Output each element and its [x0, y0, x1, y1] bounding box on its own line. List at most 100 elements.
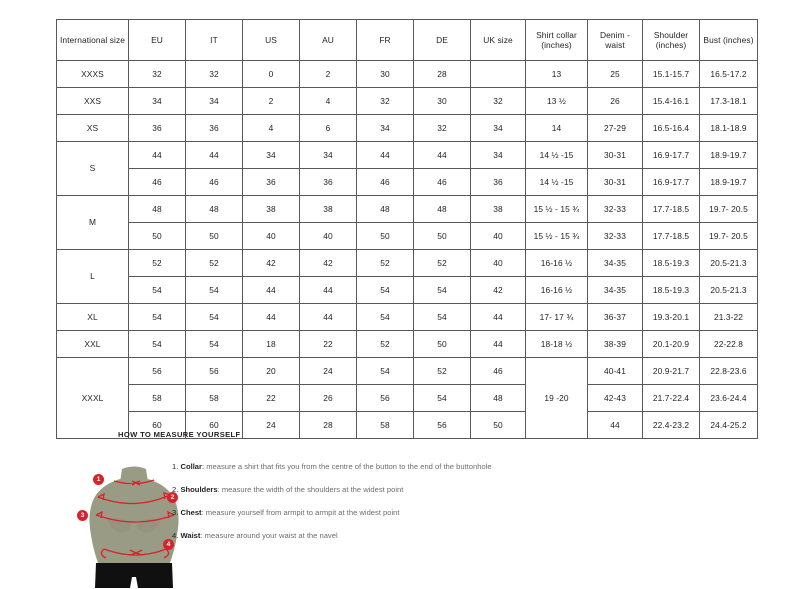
cell-au: 24 — [299, 357, 357, 385]
cell-shoulder: 20.9-21.7 — [642, 357, 700, 385]
cell-eu: 46 — [128, 168, 186, 196]
cell-bust: 18.1-18.9 — [699, 114, 758, 142]
cell-international-size: M — [56, 195, 129, 250]
cell-bust: 17.3-18.1 — [699, 87, 758, 115]
cell-bust: 22.8-23.6 — [699, 357, 758, 385]
cell-eu: 60 — [128, 411, 186, 439]
cell-international-size: L — [56, 249, 129, 304]
cell-de: 50 — [413, 222, 471, 250]
table-row: M 48 48 38 38 48 48 38 15 ½ - 15 ¾ 32-33 17.7-18.5… — [56, 195, 758, 250]
table-body: XXXS 32 32 0 2 30 28 13 25 15.1-15.7 16.5-17.2 XXS 3… — [56, 60, 758, 439]
cell-international-size: XL — [56, 303, 129, 331]
cell-bust: 21.3-22 — [699, 303, 758, 331]
size-table-container: International size EU IT US AU FR DE UK … — [56, 19, 758, 439]
cell-shirt-collar: 13 ½ — [525, 87, 588, 115]
cell-eu: 48 — [128, 195, 186, 223]
cell-bust: 20.5-21.3 — [699, 249, 758, 277]
column-header-au: AU — [299, 19, 357, 61]
cell-denim-waist: 42-43 — [587, 384, 643, 412]
cell-eu: 44 — [128, 141, 186, 169]
cell-shirt-collar: 15 ½ - 15 ¾ — [525, 222, 588, 250]
cell-shoulder: 16.5-16.4 — [642, 114, 700, 142]
cell-uk-size — [470, 60, 526, 88]
table-row: XXXL 56 56 20 24 54 52 46 19 -20 40-41 20.9-21.7 22… — [56, 357, 758, 439]
cell-it: 56 — [185, 357, 243, 385]
cell-eu: 34 — [128, 87, 186, 115]
cell-denim-waist: 30-31 — [587, 168, 643, 196]
measure-step-number: 1. — [172, 462, 179, 471]
cell-us: 24 — [242, 411, 300, 439]
cell-fr: 58 — [356, 411, 414, 439]
shorts-shape — [95, 563, 173, 588]
measure-step-number: 2. — [172, 485, 179, 495]
measure-step-text: : measure yourself from armpit to armpit… — [201, 508, 400, 518]
cell-de: 48 — [413, 195, 471, 223]
cell-bust: 23.6-24.4 — [699, 384, 758, 412]
cell-au: 40 — [299, 222, 357, 250]
table-row: 46 46 36 36 46 46 36 14 ½ -15 30-31 16.9-17.7 18.9… — [57, 168, 758, 196]
cell-bust: 22-22.8 — [699, 330, 758, 358]
cell-de: 28 — [413, 60, 471, 88]
measure-badge-4: 4 — [163, 539, 174, 550]
table-row: S 44 44 34 34 44 44 34 14 ½ -15 30-31 16.9-17.7 18.… — [56, 141, 758, 196]
measurement-arrows — [95, 479, 175, 559]
how-to-measure-title: HOW TO MEASURE YOURSELF — [118, 430, 241, 439]
cell-denim-waist: 34-35 — [587, 276, 643, 304]
cell-it: 54 — [185, 330, 243, 358]
column-header-de: DE — [413, 19, 471, 61]
column-header-it: IT — [185, 19, 243, 61]
cell-denim-waist: 44 — [587, 411, 643, 439]
measure-step-name: Collar — [180, 462, 202, 471]
cell-eu: 36 — [128, 114, 186, 142]
cell-fr: 52 — [356, 330, 414, 358]
cell-fr: 44 — [356, 141, 414, 169]
column-header-bust: Bust (inches) — [699, 19, 758, 61]
table-header-row: International size EU IT US AU FR DE UK … — [56, 19, 758, 61]
cell-international-size: S — [56, 141, 129, 196]
table-row: XXXS 32 32 0 2 30 28 13 25 15.1-15.7 16.5-17.2 — [56, 60, 758, 88]
cell-eu: 54 — [128, 276, 186, 304]
cell-us: 44 — [242, 276, 300, 304]
cell-us: 2 — [242, 87, 300, 115]
cell-au: 38 — [299, 195, 357, 223]
cell-uk-size: 38 — [470, 195, 526, 223]
cell-international-size: XXS — [56, 87, 129, 115]
cell-denim-waist: 25 — [587, 60, 643, 88]
cell-au: 44 — [299, 276, 357, 304]
cell-uk-size: 48 — [470, 384, 526, 412]
cell-uk-size: 40 — [470, 249, 526, 277]
cell-fr: 50 — [356, 222, 414, 250]
column-header-denim-waist: Denim - waist — [587, 19, 643, 61]
cell-uk-size: 44 — [470, 303, 526, 331]
cell-fr: 34 — [356, 114, 414, 142]
cell-denim-waist: 26 — [587, 87, 643, 115]
cell-uk-size: 42 — [470, 276, 526, 304]
cell-it: 48 — [185, 195, 243, 223]
cell-it: 54 — [185, 276, 243, 304]
cell-shoulder: 15.4-16.1 — [642, 87, 700, 115]
cell-shoulder: 15.1-15.7 — [642, 60, 700, 88]
measure-badge-1: 1 — [93, 474, 104, 485]
cell-denim-waist: 32-33 — [587, 195, 643, 223]
waist-arrow-wrap-left — [100, 548, 107, 559]
cell-uk-size: 50 — [470, 411, 526, 439]
cell-fr: 56 — [356, 384, 414, 412]
chest-arrow-head-right — [167, 510, 175, 519]
cell-shirt-collar: 13 — [525, 60, 588, 88]
column-header-international-size: International size — [56, 19, 129, 61]
cell-international-size: XXXS — [56, 60, 129, 88]
cell-shirt-collar: 16-16 ½ — [525, 249, 588, 277]
cell-bust: 20.5-21.3 — [699, 276, 758, 304]
cell-eu: 58 — [128, 384, 186, 412]
cell-us: 40 — [242, 222, 300, 250]
cell-it: 54 — [185, 303, 243, 331]
cell-shoulder: 18.5-19.3 — [642, 276, 700, 304]
chest-arrow-head-left — [95, 510, 103, 519]
measure-step-4: 4. Waist: measure around your waist at t… — [172, 532, 712, 540]
neck-shape — [120, 466, 148, 485]
cell-au: 36 — [299, 168, 357, 196]
cell-fr: 52 — [356, 249, 414, 277]
cell-international-size: XS — [56, 114, 129, 142]
cell-us: 36 — [242, 168, 300, 196]
measure-step-name: Shoulders — [180, 485, 218, 495]
